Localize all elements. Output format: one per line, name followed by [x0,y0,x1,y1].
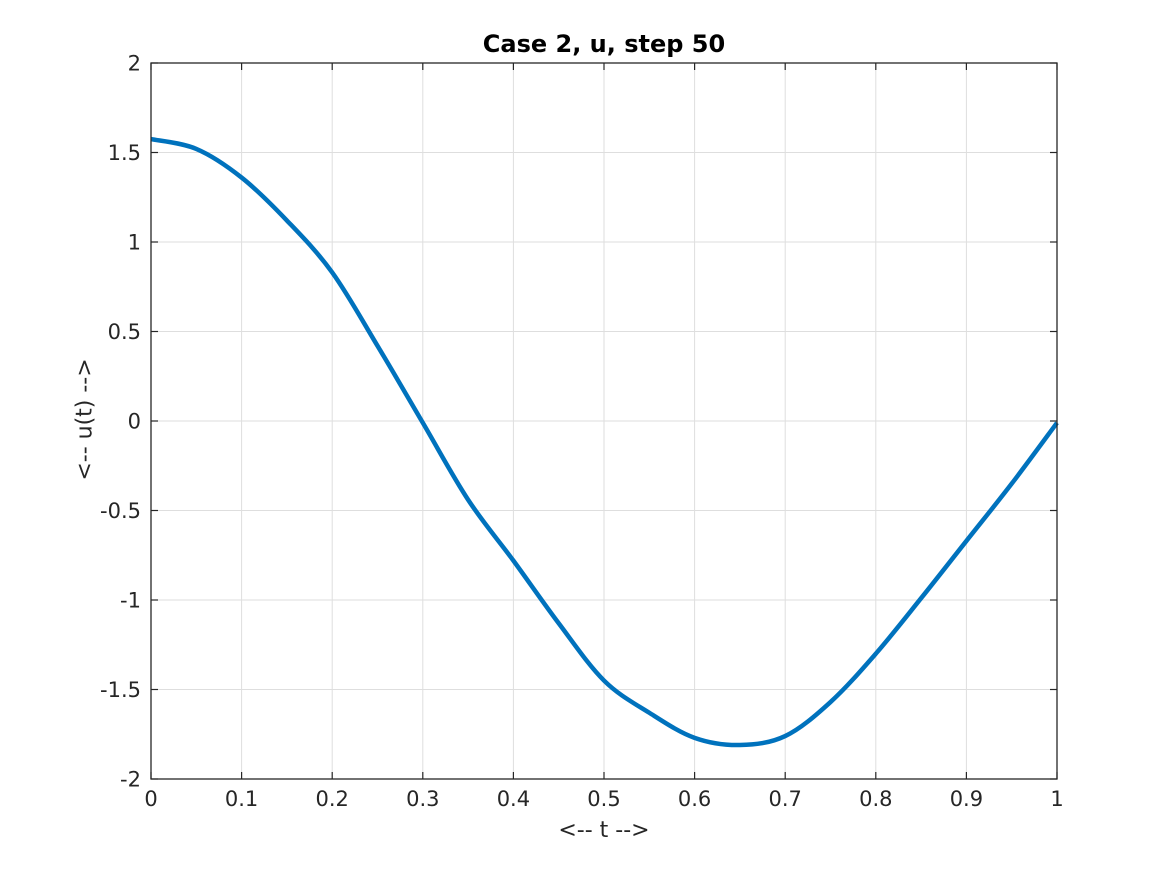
y-tick-label: 0 [128,410,141,434]
y-tick-label: -1.5 [100,678,141,702]
x-tick-label: 0.5 [587,787,620,811]
y-tick-label: -0.5 [100,499,141,523]
x-tick-label: 1 [1050,787,1063,811]
x-tick-label: 0.9 [950,787,983,811]
x-tick-label: 0.2 [315,787,348,811]
y-tick-label: 2 [128,52,141,76]
x-axis-label: <-- t --> [558,818,650,843]
x-tick-label: 0.1 [225,787,258,811]
series-line-u [150,136,1059,748]
x-tick-label: 0.6 [678,787,711,811]
y-tick-label: 0.5 [108,320,141,344]
y-tick-label: 1 [128,231,141,255]
x-tick-label: 0.8 [859,787,892,811]
x-tick-label: 0 [144,787,157,811]
chart-title: Case 2, u, step 50 [482,30,726,58]
y-tick-label: 1.5 [108,141,141,165]
x-tick-label: 0.3 [406,787,439,811]
y-tick-label: -1 [120,589,141,613]
x-tick-label: 0.7 [768,787,801,811]
y-axis-label: <-- u(t) --> [72,358,98,481]
x-tick-label: 0.4 [497,787,530,811]
y-tick-label: -2 [120,768,141,792]
